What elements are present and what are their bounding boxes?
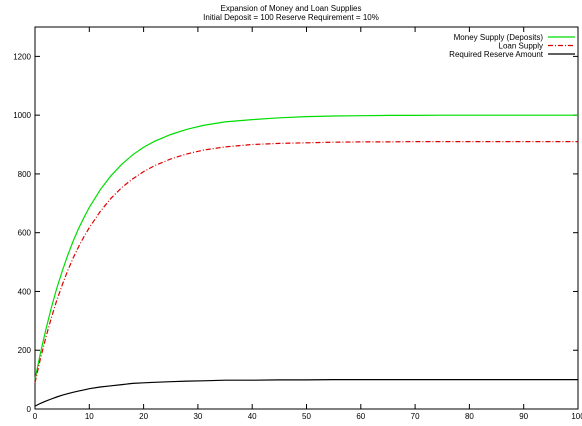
series-line-2 bbox=[34, 379, 578, 407]
series-line-1 bbox=[34, 141, 578, 383]
x-tick-label: 50 bbox=[302, 412, 311, 421]
y-tick-label: 1200 bbox=[13, 52, 31, 61]
y-tick-label: 0 bbox=[27, 405, 32, 414]
x-tick-label: 10 bbox=[85, 412, 94, 421]
x-tick-label: 90 bbox=[519, 412, 528, 421]
y-tick-label: 400 bbox=[18, 287, 32, 296]
chart-subtitle: Initial Deposit = 100 Reserve Requiremen… bbox=[203, 13, 379, 22]
x-tick-label: 20 bbox=[139, 412, 148, 421]
x-tick-label: 0 bbox=[33, 412, 38, 421]
x-tick-label: 60 bbox=[356, 412, 365, 421]
axis-ticks: 0 200 400 600 800 1000 1200 0 10 20 30 40 50 60 70 80 90… bbox=[13, 27, 582, 421]
series-lines bbox=[34, 114, 578, 407]
y-tick-label: 1000 bbox=[13, 111, 31, 120]
chart-title: Expansion of Money and Loan Supplies bbox=[221, 4, 362, 13]
x-tick-label: 40 bbox=[248, 412, 257, 421]
y-tick-label: 200 bbox=[18, 346, 32, 355]
y-tick-label: 600 bbox=[18, 229, 32, 238]
x-tick-label: 100 bbox=[571, 412, 582, 421]
x-tick-label: 80 bbox=[465, 412, 474, 421]
legend-label-2: Required Reserve Amount bbox=[449, 50, 544, 59]
legend: Money Supply (Deposits)Loan SupplyRequir… bbox=[449, 33, 575, 59]
x-tick-label: 30 bbox=[193, 412, 202, 421]
legend-label-1: Loan Supply bbox=[499, 42, 543, 51]
series-line-0 bbox=[34, 114, 578, 380]
x-tick-label: 70 bbox=[411, 412, 420, 421]
plot-frame bbox=[34, 26, 579, 410]
y-tick-label: 800 bbox=[18, 170, 32, 179]
legend-label-0: Money Supply (Deposits) bbox=[454, 33, 544, 42]
